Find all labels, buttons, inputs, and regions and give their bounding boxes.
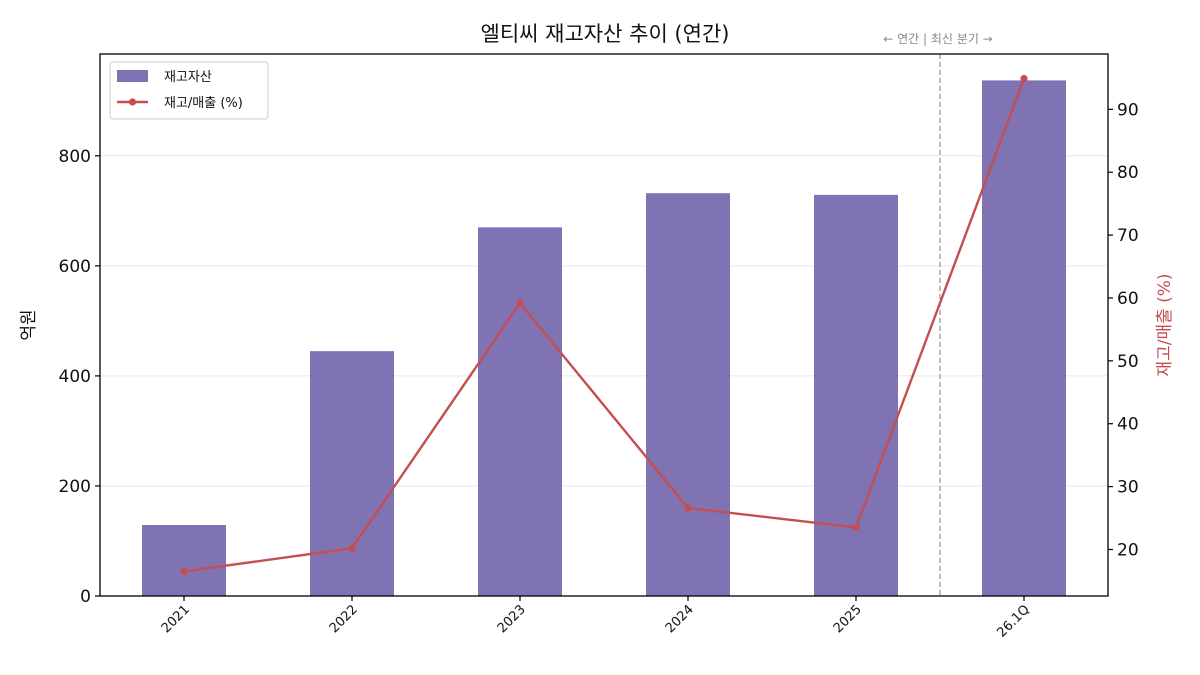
y-axis-right-label: 재고/매출 (%) [1155,273,1175,376]
y-right-tick-label: 70 [1117,226,1139,246]
line-point [1020,74,1028,83]
x-tick-label: 2023 [495,602,529,636]
y-left-tick-label: 800 [59,147,91,167]
period-annotation: ← 연간 | 최신 분기 → [883,32,992,46]
y-right-tick-label: 30 [1117,478,1139,498]
legend-label-line: 재고/매출 (%) [164,96,243,111]
bar [478,227,562,596]
y-axis-left-label: 억원 [19,309,39,340]
y-left-tick-label: 200 [59,477,91,497]
gridlines [100,155,1108,487]
y-left-tick-label: 400 [59,367,91,387]
bar [142,525,226,596]
series-line [183,78,1026,573]
y-right-tick-label: 20 [1117,540,1139,560]
y-left-tick-label: 0 [80,587,91,607]
legend-swatch-bar [117,70,148,82]
line-point [684,504,692,512]
legend-swatch-marker [128,98,137,106]
line-point [852,523,860,532]
legend-box [109,61,269,120]
y-right-tick-label: 50 [1117,352,1139,372]
line-point [348,544,356,552]
y-axis-left: 0 200 400 600 800 [59,147,100,607]
bar [814,194,898,596]
y-right-tick-label: 40 [1117,415,1139,435]
x-tick-label: 2022 [327,602,361,636]
y-axis-right: 20 30 40 50 60 70 80 90 [1108,100,1139,560]
x-tick-label: 2024 [663,602,697,636]
x-tick-label: 2021 [159,602,193,636]
bar [982,80,1066,597]
y-right-tick-label: 90 [1117,100,1139,120]
line-point [180,567,188,576]
x-tick-label: 2025 [831,602,865,636]
line-point [516,299,524,307]
y-right-tick-label: 60 [1117,289,1139,309]
bar [646,193,730,596]
legend-label-bar: 재고자산 [164,70,212,85]
bar [310,351,394,596]
x-axis: 2021 2022 2023 2024 2025 26.1Q [159,596,1033,641]
y-right-tick-label: 80 [1117,163,1139,183]
bar-series [142,80,1066,597]
plot-frame [99,53,1109,597]
y-left-tick-label: 600 [59,257,91,277]
x-tick-label: 26.1Q [995,602,1033,640]
line-series [180,74,1028,576]
chart-title: 엘티씨 재고자산 추이 (연간) [481,22,730,46]
